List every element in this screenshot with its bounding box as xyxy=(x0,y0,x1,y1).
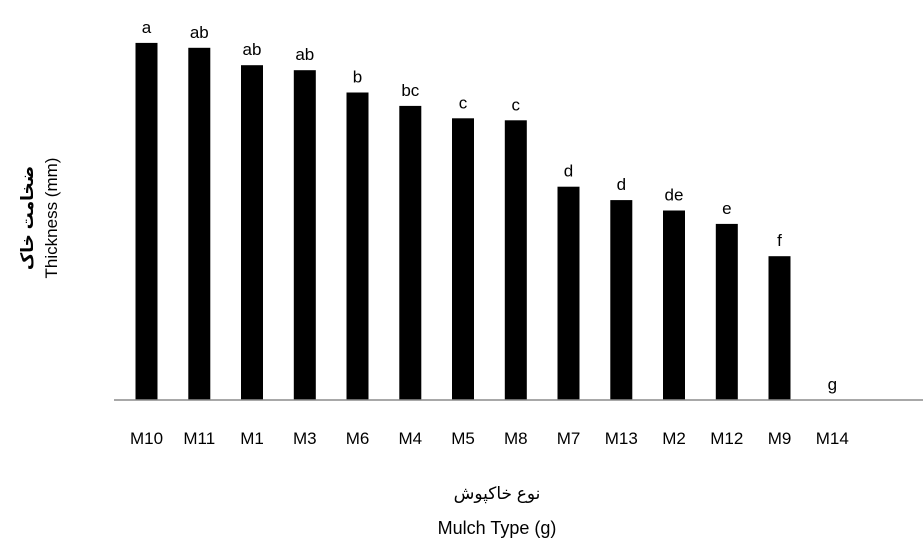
bar-m3 xyxy=(293,70,316,400)
bar-m11 xyxy=(188,47,211,401)
bar-m4 xyxy=(399,105,422,401)
bar-m5 xyxy=(452,118,474,401)
bar-m7 xyxy=(557,186,580,400)
x-axis-title-en: Mulch Type (g) xyxy=(438,518,557,538)
bar-m9 xyxy=(768,256,791,400)
bar-m2 xyxy=(663,210,685,400)
data-label-m10: a xyxy=(142,18,152,37)
data-label-m4: bc xyxy=(401,81,419,100)
data-label-m8: c xyxy=(512,95,521,114)
x-tick-label-m11: M11 xyxy=(183,429,215,448)
x-tick-label-m8: M8 xyxy=(504,429,528,448)
x-tick-label-m7: M7 xyxy=(557,429,581,448)
bar-m1 xyxy=(241,65,263,400)
x-tick-label-m4: M4 xyxy=(398,429,422,448)
data-label-m3: ab xyxy=(295,45,314,64)
bar-m6 xyxy=(346,92,369,400)
data-label-m9: f xyxy=(777,231,782,250)
bar-m10 xyxy=(135,42,158,401)
data-label-m14: g xyxy=(828,375,837,394)
bar-m8 xyxy=(504,120,527,401)
x-tick-label-m6: M6 xyxy=(346,429,370,448)
x-tick-labels-layer: M10 M11 M1 M3 M6 M4 M5 M8 M7 M13 M2 M12 M9 M14 xyxy=(130,429,849,448)
x-tick-label-m10: M10 xyxy=(130,429,163,448)
x-tick-label-m9: M9 xyxy=(768,429,792,448)
data-labels-layer: a ab ab ab b bc c c d d de e f g xyxy=(142,18,837,394)
bars-layer xyxy=(135,42,791,401)
x-axis-title-fa: نوع خاکپوش xyxy=(454,484,541,504)
y-axis-title-en: Thickness (mm) xyxy=(42,158,61,279)
data-label-m6: b xyxy=(353,68,362,87)
data-label-m11: ab xyxy=(190,23,209,42)
data-label-m12: e xyxy=(722,199,731,218)
data-label-m2: de xyxy=(665,186,684,205)
x-tick-label-m5: M5 xyxy=(451,429,475,448)
x-tick-label-m14: M14 xyxy=(816,429,849,448)
y-axis-title-fa: ضخامت خاک xyxy=(18,166,37,270)
data-label-m1: ab xyxy=(243,40,262,59)
bar-m12 xyxy=(715,223,738,400)
bar-m13 xyxy=(610,200,633,400)
x-tick-label-m1: M1 xyxy=(240,429,264,448)
x-tick-label-m13: M13 xyxy=(605,429,638,448)
x-tick-label-m2: M2 xyxy=(662,429,686,448)
data-label-m5: c xyxy=(459,93,468,112)
x-tick-label-m12: M12 xyxy=(710,429,743,448)
data-label-m13: d xyxy=(617,175,626,194)
data-label-m7: d xyxy=(564,162,573,181)
x-tick-label-m3: M3 xyxy=(293,429,317,448)
